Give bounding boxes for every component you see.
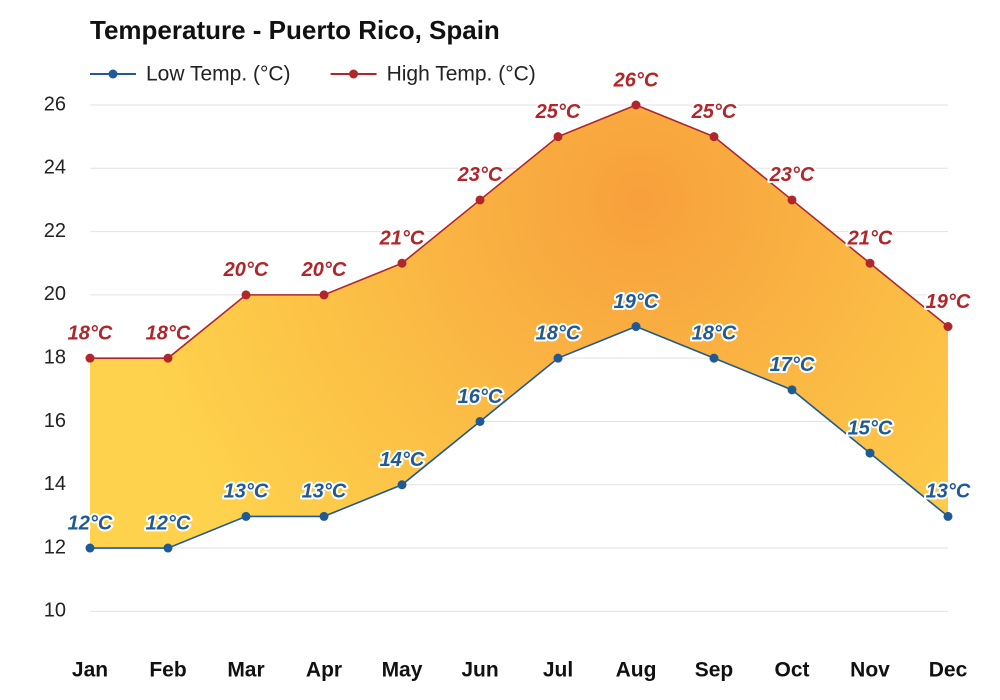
data-point [85,543,95,553]
value-label: 14°C [380,449,425,471]
value-label: 23°C [769,164,815,186]
x-tick-label: Jul [543,659,573,682]
value-label: 20°C [223,259,269,281]
x-tick-label: Apr [306,659,342,682]
data-point [319,511,329,521]
data-point [163,353,173,363]
value-label: 13°C [302,481,347,503]
value-label: 18°C [146,322,191,344]
value-label: 17°C [770,354,815,376]
y-tick-label: 10 [44,600,66,622]
data-point [319,290,329,300]
x-tick-label: Sep [695,659,734,682]
data-point [865,448,875,458]
data-point [475,416,485,426]
data-point [163,543,173,553]
value-label: 16°C [458,386,503,408]
value-label: 25°C [691,101,737,123]
data-point [553,132,563,142]
y-tick-label: 22 [44,220,66,242]
data-point [865,258,875,268]
y-tick-label: 18 [44,346,66,368]
data-point [631,322,641,332]
y-tick-label: 20 [44,283,66,305]
x-tick-label: Nov [850,659,890,682]
data-point [553,353,563,363]
data-point [787,385,797,395]
data-point [241,290,251,300]
value-label: 18°C [692,322,737,344]
value-label: 12°C [146,512,191,534]
data-point [709,353,719,363]
value-label: 20°C [301,259,347,281]
legend-label: Low Temp. (°C) [146,63,291,86]
x-tick-label: Oct [774,659,809,682]
legend-marker [349,69,359,79]
value-label: 13°C [926,481,971,503]
data-point [85,353,95,363]
legend-marker [108,69,118,79]
x-tick-label: May [382,659,423,682]
x-tick-label: Jan [72,659,108,682]
data-point [943,511,953,521]
series-line [90,325,949,549]
data-point [475,195,485,205]
value-label: 18°C [536,322,581,344]
data-point [397,480,407,490]
value-label: 19°C [926,291,971,313]
value-label: 12°C [68,512,113,534]
value-label: 25°C [535,101,581,123]
y-tick-label: 14 [44,473,66,495]
value-label: 18°C [68,322,113,344]
data-point [397,258,407,268]
value-label: 19°C [614,291,659,313]
legend-label: High Temp. (°C) [387,63,536,86]
x-tick-label: Aug [616,659,657,682]
value-label: 13°C [224,481,269,503]
chart-title: Temperature - Puerto Rico, Spain [90,15,500,45]
value-label: 23°C [457,164,503,186]
data-point [631,100,641,110]
value-label: 26°C [613,69,659,91]
y-tick-label: 26 [44,93,66,115]
x-tick-label: Feb [149,659,186,682]
data-point [943,322,953,332]
data-point [241,511,251,521]
legend: Low Temp. (°C) High Temp. (°C) [90,63,536,86]
value-label: 15°C [848,417,893,439]
data-point [709,132,719,142]
value-label: 21°C [847,228,893,250]
x-tick-label: Mar [227,659,264,682]
data-point [787,195,797,205]
y-tick-label: 24 [44,157,66,179]
x-tick-label: Jun [461,659,498,682]
value-label: 21°C [379,228,425,250]
range-band [90,105,948,549]
y-tick-label: 16 [44,410,66,432]
x-tick-label: Dec [929,659,968,682]
series-line [90,104,949,359]
y-tick-label: 12 [44,536,66,558]
